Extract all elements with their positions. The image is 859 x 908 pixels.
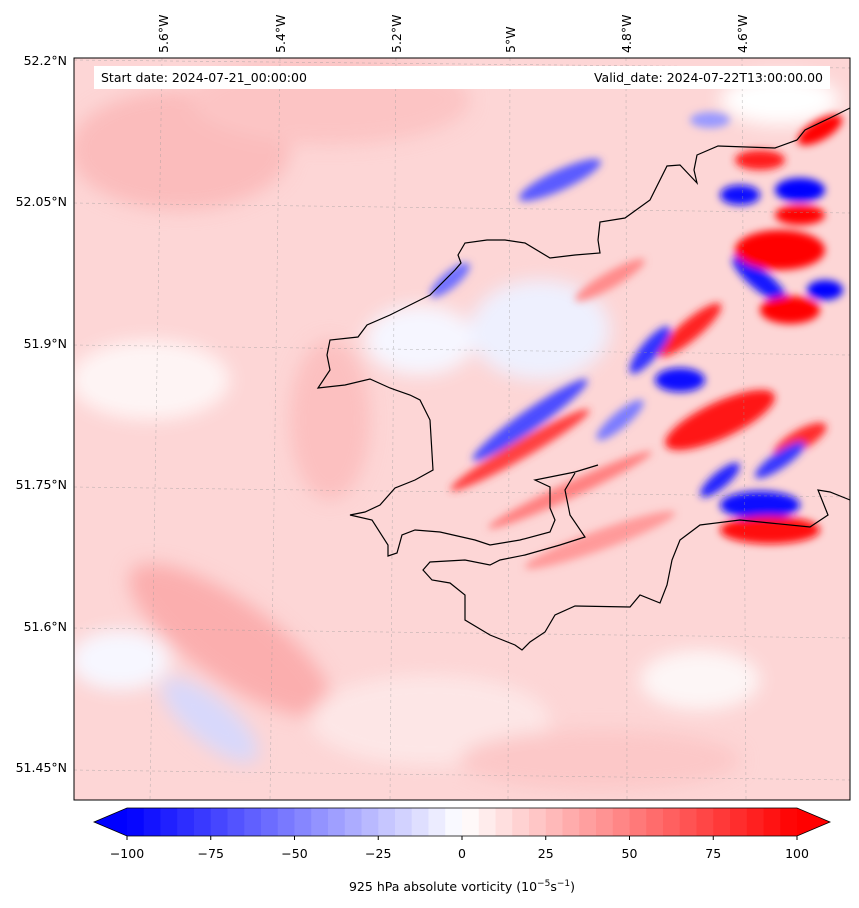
colorbar-segment — [445, 808, 463, 836]
colorbar-segment — [411, 808, 429, 836]
colorbar-tick-label: 75 — [705, 846, 721, 861]
colorbar-segment — [261, 808, 279, 836]
colorbar-ticks: −100 −75 −50 −25 0 25 50 75 100 — [110, 836, 809, 861]
colorbar-segment — [562, 808, 580, 836]
colorbar-segment — [696, 808, 714, 836]
colorbar-segment — [545, 808, 563, 836]
colorbar-segment — [462, 808, 480, 836]
colorbar: −100 −75 −50 −25 0 25 50 75 100 925 hPa absolute… — [92, 807, 832, 894]
colorbar-tick-label: −75 — [198, 846, 224, 861]
colorbar-tick-label: −25 — [365, 846, 391, 861]
colorbar-segment — [244, 808, 262, 836]
colorbar-segment — [663, 808, 681, 836]
colorbar-segment — [730, 808, 748, 836]
colorbar-tick-label: 100 — [785, 846, 809, 861]
coastline — [316, 107, 850, 651]
colorbar-tick-label: 25 — [538, 846, 554, 861]
colorbar-label: 925 hPa absolute vorticity (10−5s−1) — [349, 879, 575, 894]
colorbar-segment — [227, 808, 245, 836]
colorbar-segment — [294, 808, 312, 836]
colorbar-segment — [328, 808, 346, 836]
colorbar-tick-label: −50 — [281, 846, 307, 861]
lat-tick-label: 51.9°N — [24, 336, 67, 351]
colorbar-segment — [512, 808, 530, 836]
colorbar-segment — [746, 808, 764, 836]
gridlines — [74, 58, 850, 800]
colorbar-segment — [780, 808, 798, 836]
colorbar-segment — [612, 808, 630, 836]
lon-tick-label: 4.6°W — [735, 15, 750, 54]
colorbar-segment — [495, 808, 513, 836]
lat-tick-label: 52.2°N — [24, 53, 67, 68]
colorbar-segment — [428, 808, 446, 836]
lon-tick-label: 5.4°W — [273, 15, 288, 54]
lat-tick-labels: 52.2°N 52.05°N 51.9°N 51.75°N 51.6°N 51.… — [16, 53, 67, 775]
colorbar-segment — [277, 808, 295, 836]
colorbar-segment — [395, 808, 413, 836]
lat-tick-label: 51.45°N — [16, 760, 67, 775]
colorbar-segment — [361, 808, 379, 836]
colorbar-segment — [679, 808, 697, 836]
title-box: Start date: 2024-07-21_00:00:00 Valid_da… — [94, 66, 830, 89]
colorbar-segment — [344, 808, 362, 836]
lon-tick-label: 5.2°W — [389, 15, 404, 54]
colorbar-segment — [478, 808, 496, 836]
colorbar-segment — [629, 808, 647, 836]
lat-tick-label: 51.75°N — [16, 477, 67, 492]
colorbar-segment — [378, 808, 396, 836]
colorbar-segment — [646, 808, 664, 836]
colorbar-tick-label: −100 — [110, 846, 144, 861]
colorbar-segment — [127, 808, 145, 836]
colorbar-segment — [210, 808, 228, 836]
colorbar-segment — [311, 808, 329, 836]
colorbar-segment — [143, 808, 161, 836]
colorbar-segment — [529, 808, 547, 836]
colorbar-extend-min — [94, 808, 127, 836]
lon-tick-label: 5.6°W — [156, 15, 171, 54]
lon-tick-label: 4.8°W — [619, 15, 634, 54]
lat-tick-label: 52.05°N — [16, 194, 67, 209]
colorbar-segment — [160, 808, 178, 836]
start-date-label: Start date: 2024-07-21_00:00:00 — [101, 70, 307, 85]
colorbar-segment — [596, 808, 614, 836]
map-frame — [73, 57, 851, 801]
colorbar-segment — [713, 808, 731, 836]
lon-tick-labels: 5.6°W 5.4°W 5.2°W 5°W 4.8°W 4.6°W — [156, 15, 750, 54]
valid-date-label: Valid_date: 2024-07-22T13:00:00.00 — [594, 70, 823, 85]
colorbar-tick-label: 0 — [458, 846, 466, 861]
colorbar-segment — [763, 808, 781, 836]
colorbar-segments — [127, 808, 798, 836]
lon-tick-label: 5°W — [503, 26, 518, 53]
colorbar-segment — [194, 808, 212, 836]
vorticity-field — [74, 58, 850, 800]
colorbar-tick-label: 50 — [622, 846, 638, 861]
map-axes: Start date: 2024-07-21_00:00:00 Valid_da… — [16, 15, 851, 801]
colorbar-extend-max — [797, 808, 830, 836]
vorticity-streaks-layer — [430, 112, 843, 569]
colorbar-segment — [579, 808, 597, 836]
lat-tick-label: 51.6°N — [24, 619, 67, 634]
colorbar-segment — [177, 808, 195, 836]
